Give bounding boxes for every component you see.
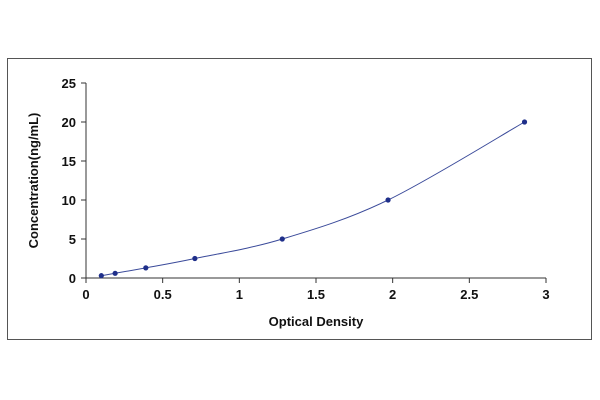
x-tick-label: 2.5 [460, 287, 478, 302]
ticks: 0 0.5 1 1.5 2 2.5 3 0 5 10 15 20 25 [62, 76, 550, 302]
data-point [385, 197, 391, 203]
x-tick-label: 3 [542, 287, 549, 302]
x-tick-label: 2 [389, 287, 396, 302]
y-tick-label: 15 [62, 154, 76, 169]
y-tick-label: 20 [62, 115, 76, 130]
x-tick-label: 1 [236, 287, 243, 302]
fit-curve-group [101, 121, 525, 277]
y-tick-label: 25 [62, 76, 76, 91]
chart-frame: 0 0.5 1 1.5 2 2.5 3 0 5 10 15 20 25 Optical Density … [7, 58, 592, 340]
data-points [98, 119, 528, 279]
x-tick-label: 0 [82, 287, 89, 302]
data-point [521, 119, 528, 125]
data-point [192, 255, 198, 262]
data-point [112, 270, 118, 276]
fit-curve [101, 121, 525, 277]
axes [85, 83, 546, 279]
data-point [98, 273, 104, 279]
x-tick-label: 0.5 [154, 287, 172, 302]
y-axis-title: Concentration(ng/mL) [26, 113, 41, 249]
data-point [279, 236, 285, 242]
y-tick-label: 10 [62, 193, 76, 208]
x-tick-label: 1.5 [307, 287, 325, 302]
x-axis-title: Optical Density [269, 314, 364, 329]
y-tick-label: 0 [69, 271, 76, 286]
y-tick-label: 5 [69, 232, 76, 247]
data-point [143, 265, 149, 271]
